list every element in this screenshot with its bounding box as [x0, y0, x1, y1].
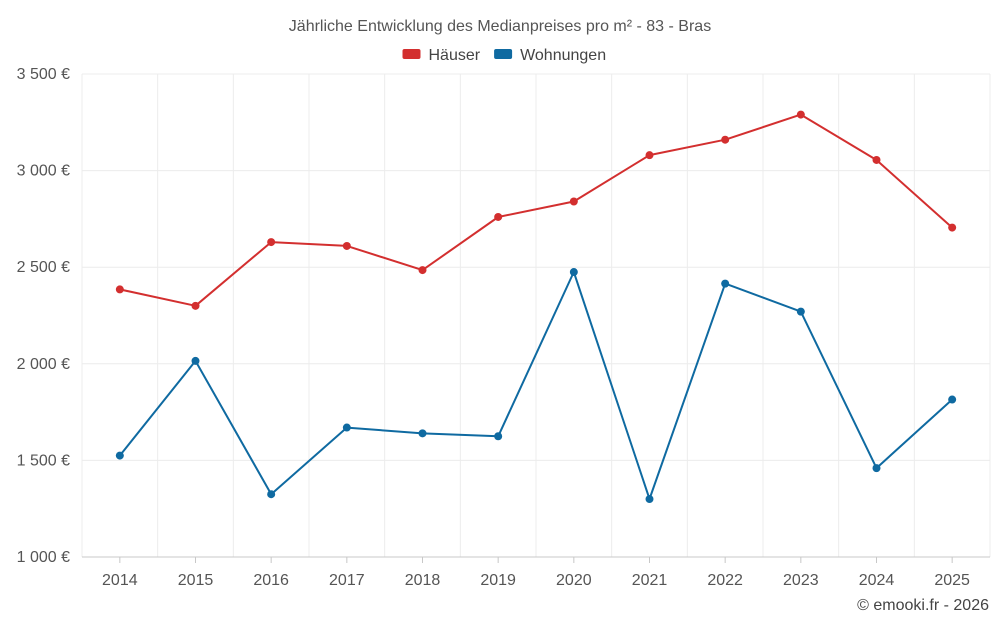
legend-label: Wohnungen: [520, 47, 606, 64]
data-point: [948, 223, 957, 232]
legend: Häuser Wohnungen: [402, 47, 606, 64]
series-line-0: [119, 113, 953, 307]
data-point: [191, 356, 200, 365]
data-point: [569, 197, 578, 206]
x-tick-label: 2023: [783, 572, 819, 589]
data-point: [418, 266, 427, 275]
credit-text: © emooki.fr - 2026: [857, 597, 989, 614]
data-point: [569, 268, 578, 277]
data-point: [267, 490, 276, 499]
data-point: [115, 451, 124, 460]
series-layer: [115, 110, 957, 504]
x-tick-label: 2020: [556, 572, 592, 589]
x-tick-label: 2016: [253, 572, 289, 589]
x-tick-label: 2021: [632, 572, 668, 589]
data-point: [872, 464, 881, 473]
x-tick-label: 2024: [859, 572, 895, 589]
data-point: [494, 212, 503, 221]
x-tick-label: 2017: [329, 572, 365, 589]
legend-label: Häuser: [429, 47, 481, 64]
y-tick-label: 3 500 €: [17, 66, 70, 83]
y-tick-label: 2 000 €: [17, 356, 70, 373]
data-point: [948, 395, 957, 404]
x-tick-label: 2018: [405, 572, 441, 589]
x-tick-label: 2019: [480, 572, 516, 589]
legend-swatch: [494, 49, 513, 59]
data-point: [796, 110, 805, 119]
y-tick-label: 3 000 €: [17, 163, 70, 180]
data-point: [418, 429, 427, 438]
data-point: [342, 241, 351, 250]
data-point: [872, 155, 881, 164]
data-point: [342, 423, 351, 432]
grid: [81, 73, 991, 557]
data-point: [115, 285, 124, 294]
data-point: [645, 495, 654, 504]
x-tick-label: 2022: [707, 572, 743, 589]
data-point: [494, 432, 503, 441]
axes: 1 000 € 1 500 € 2 000 € 2 500 € 3 000 € 3 500…: [17, 66, 990, 589]
y-tick-label: 1 000 €: [17, 549, 70, 566]
y-tick-label: 2 500 €: [17, 259, 70, 276]
y-tick-label: 1 500 €: [17, 452, 70, 469]
data-point: [721, 279, 730, 288]
data-point: [796, 307, 805, 316]
x-tick-label: 2014: [102, 572, 138, 589]
data-point: [645, 151, 654, 160]
series-line-1: [119, 271, 953, 500]
data-point: [721, 135, 730, 144]
legend-swatch: [402, 49, 421, 59]
x-tick-label: 2025: [934, 572, 970, 589]
chart-title: Jährliche Entwicklung des Medianpreises …: [289, 18, 711, 35]
data-point: [191, 301, 200, 310]
data-point: [267, 238, 276, 247]
x-tick-label: 2015: [178, 572, 214, 589]
